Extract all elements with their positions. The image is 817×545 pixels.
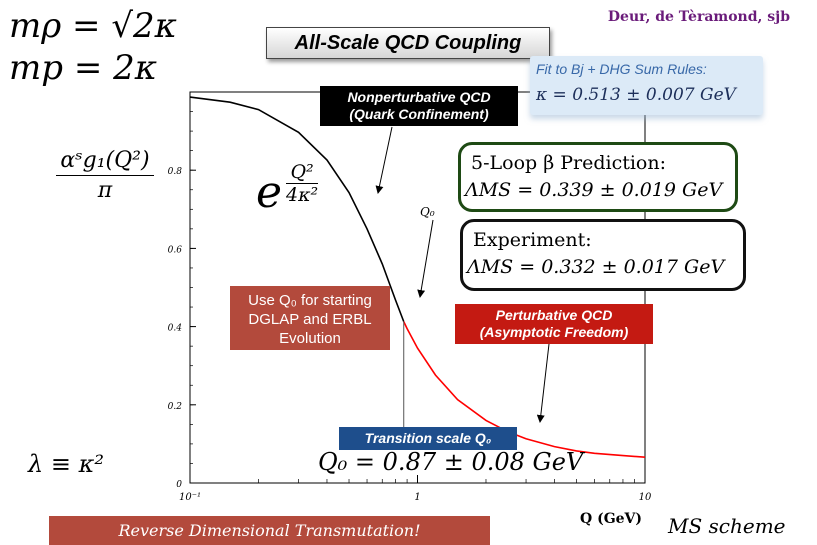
scheme-label: MS scheme bbox=[668, 514, 786, 538]
experiment-lambda: ΛMS = 0.332 ± 0.017 GeV bbox=[467, 256, 725, 278]
q0-equation: Q₀ = 0.87 ± 0.08 GeV bbox=[318, 448, 584, 476]
q0-note-line2: DGLAP and ERBL bbox=[248, 311, 372, 328]
y-tick-label: 0.6 bbox=[168, 245, 183, 255]
five-loop-label: 5-Loop β Prediction: bbox=[471, 152, 667, 174]
five-loop-prediction-box: 5-Loop β Prediction: ΛMS = 0.339 ± 0.019… bbox=[458, 142, 738, 212]
five-loop-lambda: ΛMS = 0.339 ± 0.019 GeV bbox=[465, 179, 723, 201]
y-axis-denominator: π bbox=[97, 178, 113, 203]
q0-note-line1: Use Q₀ for starting bbox=[248, 292, 372, 309]
nonperturbative-line2: (Quark Confinement) bbox=[349, 106, 489, 122]
q0-marker-label: Q₀ bbox=[420, 205, 435, 219]
y-axis-numerator: αˢg₁(Q²) bbox=[56, 148, 154, 176]
y-tick-label: 0 bbox=[176, 480, 182, 490]
nonperturbative-qcd-label: Nonperturbative QCD (Quark Confinement) bbox=[320, 86, 518, 126]
transition-scale-label: Transition scale Q₀ bbox=[339, 427, 517, 450]
y-tick-label: 0.4 bbox=[168, 324, 183, 334]
y-tick-label: 0.2 bbox=[168, 402, 183, 412]
kappa-value: κ = 0.513 ± 0.007 GeV bbox=[536, 85, 736, 105]
lambda-equation: λ ≡ κ² bbox=[28, 450, 104, 478]
proton-mass-formula: mp = 2κ bbox=[9, 48, 158, 88]
chart-title: All-Scale QCD Coupling bbox=[266, 27, 550, 59]
gaussian-exponent: Q² 4κ² bbox=[286, 161, 319, 206]
x-tick-label: 1 bbox=[414, 492, 420, 503]
annotation-arrows bbox=[375, 126, 550, 423]
gaussian-exponent-num: Q² bbox=[286, 161, 319, 184]
gaussian-exponent-den: 4κ² bbox=[286, 184, 319, 206]
experiment-label: Experiment: bbox=[473, 229, 592, 251]
perturbative-line2: (Asymptotic Freedom) bbox=[479, 324, 629, 340]
q0-evolution-note: Use Q₀ for starting DGLAP and ERBL Evolu… bbox=[230, 286, 390, 350]
experiment-box: Experiment: ΛMS = 0.332 ± 0.017 GeV bbox=[460, 219, 746, 291]
y-axis-label: αˢg₁(Q²) π bbox=[55, 148, 155, 203]
perturbative-arrow bbox=[536, 343, 550, 423]
reverse-transmutation-banner: Reverse Dimensional Transmutation! bbox=[49, 516, 490, 545]
fit-result-box: Fit to Bj + DHG Sum Rules: κ = 0.513 ± 0… bbox=[530, 56, 763, 115]
nonperturbative-line1: Nonperturbative QCD bbox=[347, 89, 491, 105]
perturbative-line1: Perturbative QCD bbox=[495, 307, 613, 323]
rho-mass-formula: mρ = √2κ bbox=[9, 6, 177, 46]
nonperturbative-arrow bbox=[375, 126, 393, 194]
gaussian-formula: e Q² 4κ² bbox=[256, 161, 319, 218]
gaussian-base: e bbox=[256, 167, 283, 218]
y-tick-label: 0.8 bbox=[168, 167, 183, 177]
chart-ticks: 0 0.2 0.4 0.6 0.8 10⁻¹ 1 10 bbox=[168, 111, 652, 503]
perturbative-qcd-label: Perturbative QCD (Asymptotic Freedom) bbox=[455, 304, 653, 344]
x-tick-label: 10⁻¹ bbox=[179, 492, 201, 503]
x-axis-label: Q (GeV) bbox=[580, 511, 643, 527]
nonperturbative-curve bbox=[189, 96, 405, 322]
fit-label: Fit to Bj + DHG Sum Rules: bbox=[536, 61, 707, 77]
x-tick-label: 10 bbox=[639, 492, 652, 503]
q0-note-line3: Evolution bbox=[279, 330, 341, 347]
authors-label: Deur, de Tèramond, sjb bbox=[607, 9, 790, 25]
q0-arrow bbox=[417, 219, 434, 298]
